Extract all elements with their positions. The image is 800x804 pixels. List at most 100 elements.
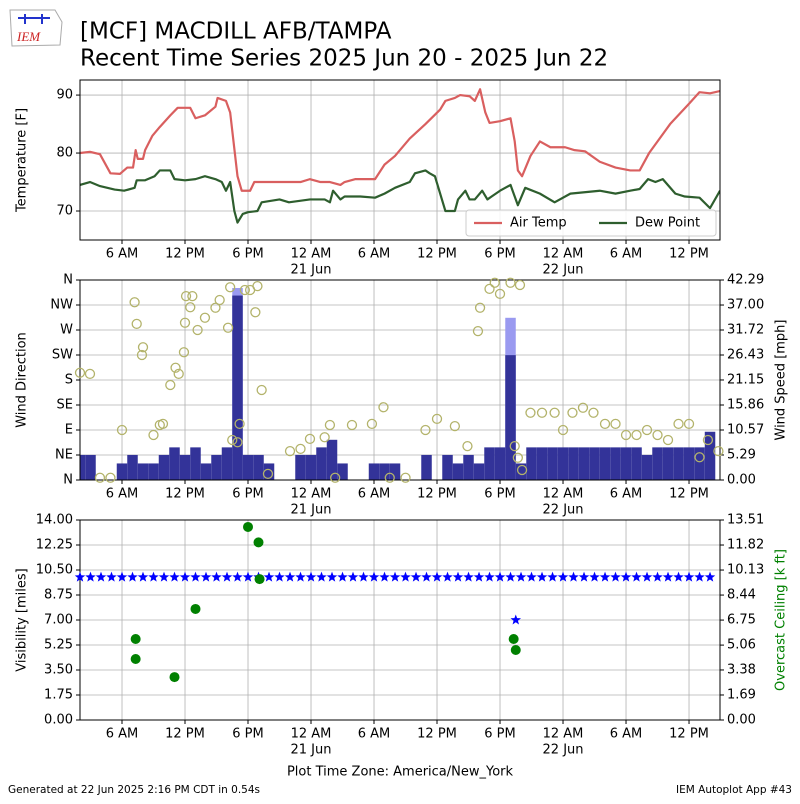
bar — [536, 447, 548, 480]
star-point — [536, 571, 548, 582]
star-point — [431, 571, 443, 582]
legend-label: Air Temp — [510, 216, 567, 231]
point — [516, 464, 528, 476]
y2-tick-label: 5.06 — [727, 638, 756, 653]
bar — [421, 454, 432, 480]
y2-tick-label: 11.82 — [727, 538, 764, 553]
point — [462, 440, 473, 452]
star-point — [95, 571, 107, 582]
star-point — [85, 571, 96, 582]
star-point — [704, 571, 716, 582]
point — [683, 418, 695, 430]
point — [431, 413, 443, 425]
point — [620, 429, 632, 441]
x-tick-sublabel: 21 Jun — [291, 503, 332, 518]
point — [157, 418, 169, 430]
x-tick-label: 6 AM — [358, 727, 391, 742]
star-point — [662, 571, 674, 582]
point — [662, 434, 674, 446]
y2-tick-label: 31.72 — [727, 322, 764, 337]
point — [129, 297, 140, 308]
point — [694, 452, 705, 463]
point — [324, 419, 336, 431]
y2-tick-label: 8.44 — [727, 588, 756, 603]
point — [514, 279, 526, 291]
y-tick-label: 1.75 — [44, 688, 73, 703]
y-tick-label: SW — [52, 348, 73, 363]
star-point — [410, 571, 422, 582]
point — [512, 452, 524, 463]
line — [80, 169, 720, 224]
x-tick-label: 6 PM — [484, 247, 515, 262]
bar — [568, 447, 579, 480]
y-tick-label: S — [65, 373, 73, 388]
bar — [169, 447, 180, 480]
point — [366, 418, 378, 430]
x-tick-label: 12 PM — [669, 487, 709, 502]
bar — [305, 454, 317, 480]
y-tick-label: 14.00 — [36, 513, 73, 528]
bar — [547, 447, 558, 480]
point — [84, 368, 96, 380]
title: [MCF] MACDILL AFB/TAMPA — [80, 19, 392, 45]
plot-area — [80, 88, 720, 224]
star-point — [116, 571, 128, 582]
point — [599, 418, 611, 430]
x-tick-sublabel: 22 Jun — [543, 263, 584, 278]
star-point — [190, 571, 201, 582]
point — [702, 434, 714, 446]
x-tick-label: 12 PM — [669, 727, 709, 742]
point — [567, 407, 578, 418]
bar — [211, 454, 222, 480]
y2-tick-label: 0.00 — [727, 713, 756, 728]
y2-tick-label: 37.00 — [727, 298, 764, 313]
y-tick-label: NW — [50, 298, 73, 313]
point — [187, 290, 198, 302]
point — [210, 302, 221, 313]
bar — [631, 447, 642, 480]
bar — [116, 463, 128, 480]
star-point — [547, 571, 558, 582]
bar — [200, 463, 212, 480]
x-tick-sublabel: 21 Jun — [291, 263, 332, 278]
bar — [242, 454, 254, 480]
point — [169, 672, 180, 683]
star-point — [421, 571, 432, 582]
star-point — [179, 571, 191, 582]
point — [536, 407, 548, 418]
y2-axis-label: Wind Speed [mph] — [774, 320, 789, 441]
bar — [85, 454, 96, 480]
y2-tick-label: 3.38 — [727, 662, 756, 677]
point — [330, 472, 341, 483]
point — [384, 472, 395, 483]
footer-left: Generated at 22 Jun 2025 2:16 PM CDT in … — [8, 784, 260, 796]
point — [474, 302, 486, 313]
y2-tick-label: 21.15 — [727, 372, 764, 387]
plot-frame — [79, 519, 721, 721]
star-point — [284, 571, 296, 582]
point — [131, 318, 142, 330]
bar — [599, 447, 611, 480]
star-point — [599, 571, 611, 582]
y2-tick-label: 0.00 — [727, 473, 756, 488]
x-tick-label: 6 AM — [358, 487, 391, 502]
y-tick-label: NE — [55, 448, 73, 463]
bar — [190, 447, 201, 480]
x-tick-label: 12 AM — [291, 247, 332, 262]
bar — [620, 447, 632, 480]
point — [577, 402, 589, 413]
point — [130, 654, 141, 665]
bar — [673, 447, 684, 480]
point — [472, 325, 484, 337]
point — [232, 437, 243, 448]
point — [449, 420, 461, 432]
star-point — [526, 571, 537, 582]
star-point — [263, 571, 275, 582]
point — [284, 445, 296, 457]
point — [256, 384, 267, 396]
star-point — [673, 571, 684, 582]
bar — [442, 454, 453, 480]
point — [179, 317, 191, 328]
